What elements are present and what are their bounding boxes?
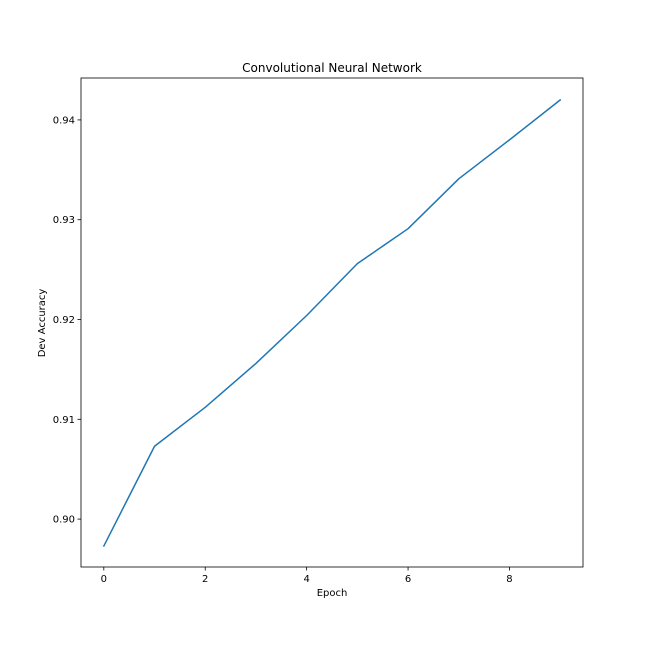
x-tick-label: 8	[506, 574, 512, 585]
y-tick-label: 0.90	[53, 515, 75, 526]
chart-title: Convolutional Neural Network	[242, 61, 422, 75]
y-tick-label: 0.92	[53, 315, 75, 326]
x-tick-label: 4	[303, 574, 309, 585]
y-tick-label: 0.94	[53, 115, 75, 126]
x-axis-label: Epoch	[317, 588, 348, 599]
plot-area	[81, 78, 583, 567]
x-tick-label: 6	[405, 574, 411, 585]
x-tick-label: 0	[101, 574, 107, 585]
y-tick-label: 0.91	[53, 415, 75, 426]
x-tick-label: 2	[202, 574, 208, 585]
y-axis-label: Dev Accuracy	[37, 289, 48, 358]
y-tick-label: 0.93	[53, 215, 75, 226]
